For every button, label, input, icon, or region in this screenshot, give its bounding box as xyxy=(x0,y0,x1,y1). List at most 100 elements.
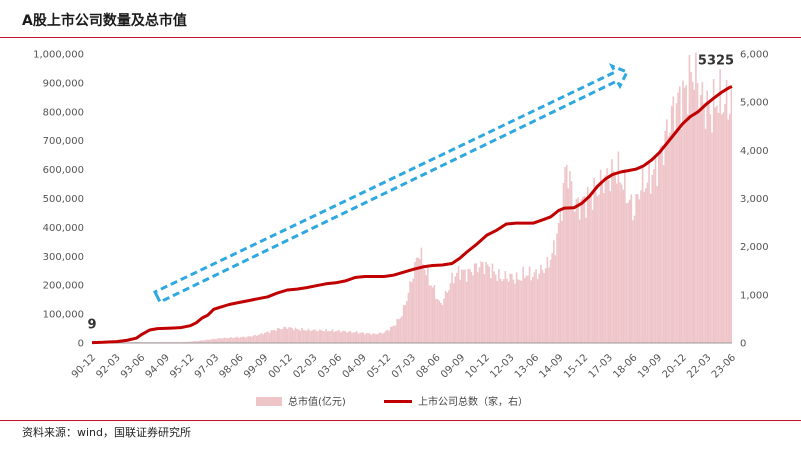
market-cap-bar xyxy=(525,275,528,343)
x-tick-label: 17-03 xyxy=(587,352,615,380)
market-cap-bar xyxy=(438,300,440,343)
market-cap-bar xyxy=(690,71,692,344)
market-cap-bar xyxy=(483,274,486,343)
x-tick-label: 13-06 xyxy=(513,352,541,380)
market-cap-bar xyxy=(194,341,197,343)
market-cap-bar xyxy=(504,271,507,343)
market-cap-bar xyxy=(196,341,198,343)
market-cap-bar xyxy=(304,330,306,343)
market-cap-bar xyxy=(667,136,670,343)
market-cap-bar xyxy=(709,114,712,343)
left-tick-label: 0 xyxy=(78,339,84,350)
market-cap-bar xyxy=(512,279,515,343)
market-cap-bar xyxy=(481,262,484,343)
left-axis-ticks: 0 100,000 200,000 300,000 400,000 500,000 600,… xyxy=(33,50,84,350)
market-cap-bar xyxy=(139,341,142,343)
market-cap-bar xyxy=(617,151,620,343)
market-cap-bar xyxy=(163,341,166,343)
market-cap-bar xyxy=(583,195,586,343)
market-cap-bar xyxy=(368,333,371,343)
market-cap-bar xyxy=(242,336,245,343)
market-cap-bar xyxy=(691,81,694,343)
market-cap-bar xyxy=(234,337,237,343)
company-count-line xyxy=(91,85,733,345)
trend-arrow-body xyxy=(152,63,630,304)
market-cap-bar xyxy=(569,171,571,343)
market-cap-bar xyxy=(385,330,387,343)
market-cap-bar xyxy=(252,335,255,343)
x-tick-label: 00-12 xyxy=(267,352,295,380)
market-cap-bar xyxy=(488,266,491,343)
x-tick-label: 15-12 xyxy=(562,352,590,380)
market-cap-bar xyxy=(383,332,386,343)
x-axis-ticks: 90-1292-0393-0694-0995-1297-0398-0699-09… xyxy=(70,352,738,380)
market-cap-bar xyxy=(494,274,497,343)
market-cap-bar xyxy=(220,338,222,343)
market-cap-bar xyxy=(299,330,302,343)
market-cap-bar xyxy=(530,280,532,343)
right-axis-ticks: 0 1,000 2,000 3,000 4,000 5,000 6,000 xyxy=(740,50,769,350)
market-cap-bar xyxy=(380,332,382,343)
market-cap-bar xyxy=(606,168,608,343)
market-cap-bar xyxy=(683,87,686,343)
market-cap-bar xyxy=(281,328,284,343)
market-cap-bar xyxy=(477,272,479,343)
market-cap-bar xyxy=(359,332,361,343)
market-cap-bar xyxy=(280,329,282,343)
market-cap-bar xyxy=(286,328,289,343)
market-cap-bar xyxy=(231,337,234,343)
market-cap-bar xyxy=(410,282,413,343)
right-tick-label: 3,000 xyxy=(740,194,769,205)
market-cap-bar xyxy=(502,279,505,343)
market-cap-bar xyxy=(391,326,394,343)
market-cap-bar xyxy=(297,329,300,343)
market-cap-bar xyxy=(417,257,419,343)
x-tick-label: 05-12 xyxy=(365,352,393,380)
market-cap-bar xyxy=(230,337,232,343)
market-cap-bar xyxy=(415,257,418,343)
market-cap-bar xyxy=(168,341,171,343)
left-tick-label: 900,000 xyxy=(43,78,84,89)
market-cap-bar xyxy=(431,287,434,343)
market-cap-bar xyxy=(365,332,368,343)
left-tick-label: 400,000 xyxy=(43,223,84,234)
market-cap-bar xyxy=(236,336,239,343)
market-cap-bar xyxy=(656,186,658,343)
market-cap-bar xyxy=(207,339,210,343)
market-cap-bar xyxy=(674,132,676,343)
market-cap-bar xyxy=(141,341,143,343)
market-cap-bar xyxy=(459,279,461,343)
market-cap-bar xyxy=(349,330,352,343)
market-cap-bar xyxy=(307,328,310,343)
market-cap-bar xyxy=(588,194,591,343)
market-cap-bar xyxy=(687,114,689,343)
market-cap-bar xyxy=(165,341,168,343)
market-cap-bar xyxy=(594,191,597,343)
market-cap-bar xyxy=(314,329,316,343)
market-cap-bar xyxy=(210,339,213,343)
market-cap-bar xyxy=(449,283,452,343)
market-cap-bar xyxy=(320,330,323,343)
market-cap-bar xyxy=(586,186,589,343)
right-tick-label: 5,000 xyxy=(740,98,769,109)
market-cap-bar xyxy=(630,194,633,343)
market-cap-bar xyxy=(157,341,160,343)
market-cap-bar xyxy=(580,199,583,343)
x-tick-label: 95-12 xyxy=(168,352,196,380)
market-cap-bar xyxy=(202,340,205,343)
market-cap-bar xyxy=(446,292,449,343)
market-cap-bar xyxy=(699,95,702,343)
market-cap-bar xyxy=(396,318,398,343)
legend-label-company-count: 上市公司总数（家，右） xyxy=(418,395,528,408)
market-cap-bar xyxy=(523,278,526,343)
market-cap-bar xyxy=(351,332,353,343)
left-tick-label: 1,000,000 xyxy=(33,50,84,61)
market-cap-bar xyxy=(698,109,700,343)
market-cap-bar xyxy=(409,281,411,343)
market-cap-bar xyxy=(184,341,187,343)
market-cap-bar xyxy=(205,339,208,343)
market-cap-bar xyxy=(336,330,339,343)
market-cap-bar xyxy=(653,169,655,343)
market-cap-bar xyxy=(701,82,704,343)
market-cap-bar xyxy=(360,332,363,343)
